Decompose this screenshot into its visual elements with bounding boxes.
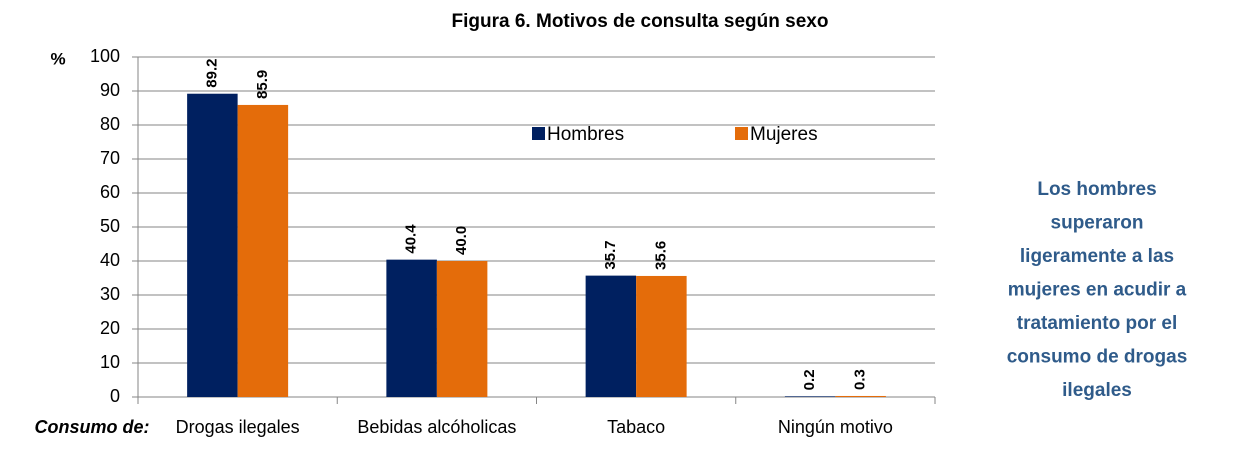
y-tick-label: 20 xyxy=(100,318,120,338)
bar xyxy=(436,261,488,397)
legend-swatch xyxy=(735,127,748,140)
bar xyxy=(585,275,637,397)
y-tick-label: 40 xyxy=(100,250,120,270)
bar xyxy=(187,93,238,397)
y-tick-label: 10 xyxy=(100,352,120,372)
bar xyxy=(835,395,886,397)
y-tick-label: 30 xyxy=(100,284,120,304)
annotation: Los hombres xyxy=(1037,179,1156,200)
bar xyxy=(636,275,687,397)
chart-title: Figura 6. Motivos de consulta según sexo xyxy=(452,11,829,32)
value-label: 40.0 xyxy=(453,226,470,255)
x-tick-label: Ningún motivo xyxy=(778,417,893,437)
bar xyxy=(386,259,437,397)
value-label: 40.4 xyxy=(403,224,420,254)
bar xyxy=(237,104,289,397)
y-tick-label: 100 xyxy=(90,46,120,66)
annotation: consumo de drogas xyxy=(1007,347,1188,368)
bar xyxy=(784,396,836,397)
value-label: 0.3 xyxy=(852,369,869,390)
annotation: ilegales xyxy=(1062,380,1132,401)
y-tick-label: 90 xyxy=(100,80,120,100)
annotation: ligeramente a las xyxy=(1020,246,1174,267)
value-label: 35.7 xyxy=(602,240,619,269)
y-tick-label: 70 xyxy=(100,148,120,168)
legend-label: Mujeres xyxy=(750,124,818,145)
annotation: superaron xyxy=(1051,213,1144,234)
value-label: 35.6 xyxy=(652,241,669,270)
x-tick-label: Tabaco xyxy=(607,417,665,437)
x-axis-label: Consumo de: xyxy=(35,417,150,437)
annotation: tratamiento por el xyxy=(1017,313,1177,334)
value-label: 89.2 xyxy=(203,59,220,88)
legend-swatch xyxy=(532,127,545,140)
y-tick-label: 50 xyxy=(100,216,120,236)
value-label: 85.9 xyxy=(254,70,271,99)
x-tick-label: Drogas ilegales xyxy=(176,417,300,437)
value-label: 0.2 xyxy=(801,369,818,390)
y-tick-label: 60 xyxy=(100,182,120,202)
x-tick-label: Bebidas alcóholicas xyxy=(357,417,516,437)
y-axis-label: % xyxy=(50,49,65,68)
legend-label: Hombres xyxy=(547,124,624,145)
y-tick-label: 0 xyxy=(110,386,120,406)
y-tick-label: 80 xyxy=(100,114,120,134)
annotation: mujeres en acudir a xyxy=(1008,280,1187,301)
